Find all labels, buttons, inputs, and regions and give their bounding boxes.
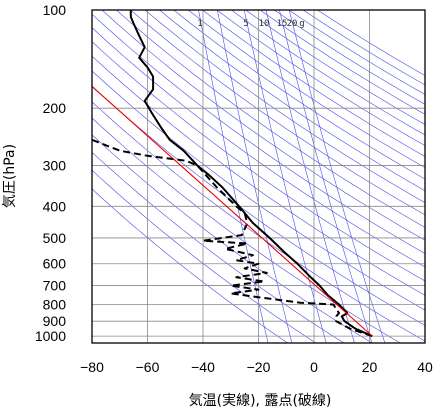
y-tick-label: 900 bbox=[43, 313, 67, 329]
mixing-ratio-label: 10 bbox=[259, 19, 270, 29]
x-tick-label: 20 bbox=[362, 359, 378, 375]
dry-adiabat-line bbox=[92, 169, 317, 343]
dry-adiabat-line bbox=[216, 10, 425, 146]
mixing-ratio-line bbox=[265, 10, 355, 343]
mixing-ratio-line bbox=[279, 10, 373, 343]
dry-adiabat-line bbox=[92, 70, 425, 311]
mixing-ratio-label: 15 bbox=[277, 19, 288, 29]
x-tick-label: −80 bbox=[80, 359, 104, 375]
y-tick-label: 600 bbox=[43, 256, 67, 272]
dry-adiabat-line bbox=[202, 10, 425, 157]
mixing-ratio-label: g bbox=[299, 19, 304, 29]
dry-adiabat-line bbox=[92, 55, 425, 296]
y-axis-title: 気圧(hPa) bbox=[2, 144, 18, 208]
profile-series bbox=[92, 10, 373, 338]
x-tick-label: 0 bbox=[310, 359, 318, 375]
dry-adiabat-line bbox=[273, 10, 425, 105]
dry-adiabat-line bbox=[259, 10, 425, 115]
dry-adiabat-line bbox=[92, 27, 425, 268]
y-tick-label: 400 bbox=[43, 198, 67, 214]
dry-adiabat-line bbox=[158, 10, 425, 192]
x-tick-label: −40 bbox=[191, 359, 215, 375]
dry-adiabat-line bbox=[92, 151, 345, 343]
temperature-line bbox=[129, 10, 373, 338]
dry-adiabat-line bbox=[130, 10, 425, 216]
dry-adiabat-line bbox=[144, 10, 425, 203]
x-tick-label: −60 bbox=[136, 359, 160, 375]
x-tick-label: −20 bbox=[247, 359, 271, 375]
plot-frame bbox=[91, 9, 426, 344]
dry-adiabat-line bbox=[101, 10, 425, 241]
mixing-ratio-label: 1 bbox=[197, 19, 202, 29]
dry-adiabat-line bbox=[115, 10, 425, 228]
dry-adiabat-line bbox=[230, 10, 425, 136]
mixing-ratio-line bbox=[198, 10, 269, 343]
mixing-ratio-label: 20 bbox=[287, 19, 298, 29]
x-tick-labels: −80 −60 −40 −20 0 20 40 bbox=[80, 359, 433, 375]
parcel-line bbox=[92, 85, 373, 337]
mixing-ratio-line bbox=[288, 10, 386, 343]
dry-adiabat-line bbox=[92, 13, 425, 254]
dewpoint-line bbox=[92, 138, 373, 338]
dry-adiabat-line bbox=[92, 85, 425, 326]
dry-adiabat-line bbox=[92, 188, 289, 343]
background-grid bbox=[92, 10, 425, 343]
y-tick-label: 1000 bbox=[35, 328, 66, 344]
x-tick-label: 40 bbox=[417, 359, 433, 375]
dry-adiabat-line bbox=[92, 117, 401, 343]
y-tick-label: 200 bbox=[43, 100, 67, 116]
y-tick-label: 500 bbox=[43, 230, 67, 246]
y-tick-label: 800 bbox=[43, 296, 67, 312]
dry-adiabat-line bbox=[187, 10, 425, 169]
y-tick-label: 300 bbox=[43, 158, 67, 174]
x-axis-title: 気温(実線), 露点(破線) bbox=[189, 393, 332, 409]
y-tick-label: 700 bbox=[43, 278, 67, 294]
mixing-ratio-line bbox=[217, 10, 293, 343]
y-tick-label: 100 bbox=[43, 2, 67, 18]
mixing-ratio-label: 5 bbox=[243, 19, 248, 29]
dry-adiabat-line bbox=[92, 41, 425, 282]
dry-adiabat-line bbox=[302, 10, 425, 86]
mixing-ratio-line bbox=[243, 10, 327, 343]
dry-adiabat-line bbox=[173, 10, 425, 180]
mixing-ratio-labels: 1 5 10 15 20 g bbox=[197, 19, 304, 29]
